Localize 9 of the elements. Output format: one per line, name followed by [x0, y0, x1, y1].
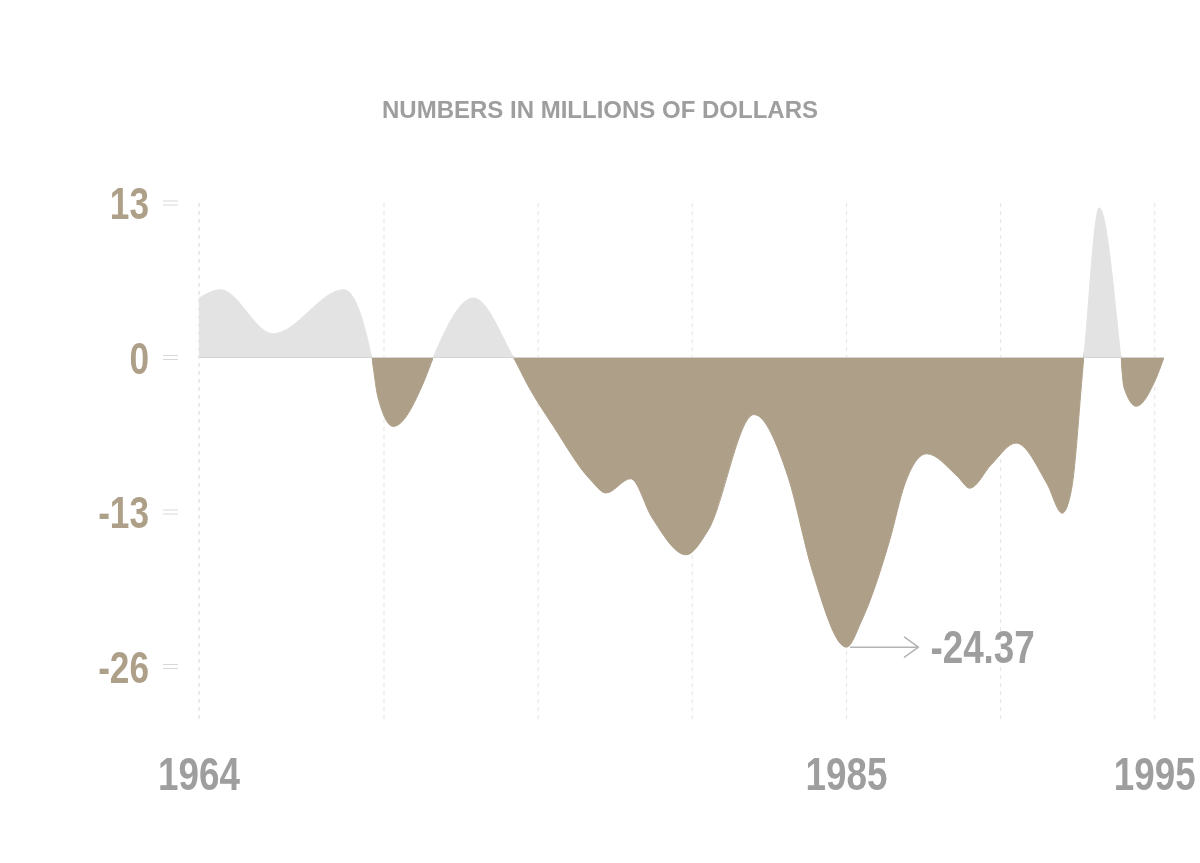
y-tick-label: -13 — [98, 488, 149, 537]
y-tick-label: 0 — [129, 333, 149, 383]
x-tick-label: 1985 — [805, 748, 888, 800]
y-tick-label: -26 — [98, 642, 149, 692]
x-tick-label: 1995 — [1113, 748, 1196, 800]
chart-subtitle: NUMBERS IN MILLIONS OF DOLLARS — [381, 96, 819, 124]
y-tick-label: 13 — [109, 179, 149, 228]
annotation: -24.37 — [930, 621, 1035, 674]
x-tick-label: 1964 — [158, 748, 240, 800]
